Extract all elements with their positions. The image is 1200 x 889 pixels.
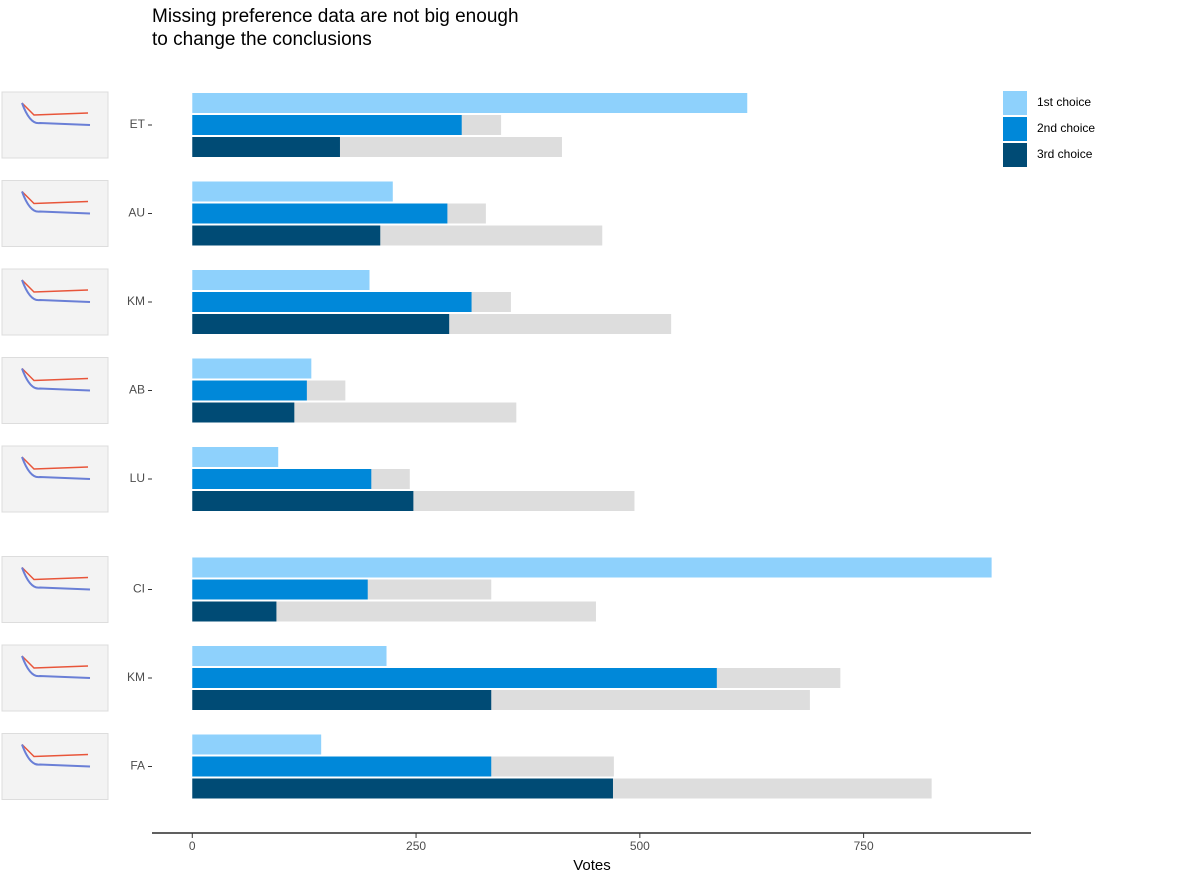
thumbnail-line bbox=[21, 191, 91, 215]
legend-swatch bbox=[1003, 143, 1027, 167]
thumbnail-line bbox=[21, 456, 89, 470]
thumbnail-line bbox=[21, 102, 91, 126]
bar bbox=[192, 358, 312, 379]
bar bbox=[192, 601, 277, 622]
y-tick-label: ET bbox=[130, 117, 146, 131]
bar bbox=[192, 557, 992, 578]
thumbnail-line bbox=[21, 655, 91, 679]
thumbnail-line bbox=[21, 566, 89, 581]
bar bbox=[192, 447, 279, 467]
thumbnail-frame bbox=[1, 733, 109, 800]
bar bbox=[192, 469, 372, 489]
bar bbox=[192, 579, 368, 600]
y-tick-label: FA bbox=[130, 759, 145, 773]
thumbnail-frame bbox=[1, 445, 109, 513]
thumbnail-line bbox=[21, 190, 89, 205]
thumbnail-line bbox=[21, 456, 91, 480]
thumbnail bbox=[1, 733, 109, 800]
bar bbox=[192, 646, 387, 666]
thumbnail-line bbox=[21, 279, 91, 303]
legend-label: 1st choice bbox=[1037, 95, 1091, 109]
bar bbox=[192, 137, 340, 157]
bar bbox=[192, 668, 717, 688]
thumbnail bbox=[1, 180, 109, 247]
thumbnail-frame bbox=[1, 556, 109, 623]
x-tick-label: 250 bbox=[406, 839, 426, 853]
thumbnail bbox=[1, 556, 109, 623]
missing-bar bbox=[192, 601, 596, 622]
bar bbox=[192, 491, 414, 511]
bar bbox=[192, 203, 448, 224]
x-tick-label: 0 bbox=[189, 839, 196, 853]
bar bbox=[192, 756, 492, 777]
thumbnail-line bbox=[21, 567, 91, 591]
bar bbox=[192, 778, 613, 799]
thumbnail bbox=[1, 91, 109, 159]
bar bbox=[192, 380, 307, 401]
y-tick-label: CI bbox=[133, 582, 145, 596]
thumbnail-frame bbox=[1, 644, 109, 712]
legend-swatch bbox=[1003, 117, 1027, 141]
chart-title: Missing preference data are not big enou… bbox=[152, 6, 519, 27]
bar bbox=[192, 314, 450, 334]
thumbnail bbox=[1, 644, 109, 712]
legend-label: 2nd choice bbox=[1037, 121, 1095, 135]
thumbnail-line bbox=[21, 744, 91, 768]
thumbnail-frame bbox=[1, 180, 109, 247]
bar bbox=[192, 402, 295, 423]
legend-swatch bbox=[1003, 91, 1027, 115]
bar bbox=[192, 115, 462, 135]
thumbnail-frame bbox=[1, 357, 109, 424]
thumbnail-line bbox=[21, 367, 89, 382]
thumbnail bbox=[1, 268, 109, 336]
bar bbox=[192, 270, 370, 290]
thumbnail bbox=[1, 445, 109, 513]
chart-title: to change the conclusions bbox=[152, 29, 372, 50]
thumbnail-line bbox=[21, 102, 89, 116]
thumbnail-line bbox=[21, 655, 89, 669]
x-tick-label: 500 bbox=[630, 839, 650, 853]
y-tick-label: LU bbox=[130, 471, 145, 485]
bar bbox=[192, 734, 322, 755]
thumbnail-frame bbox=[1, 268, 109, 336]
y-tick-label: KM bbox=[127, 294, 145, 308]
y-tick-label: AB bbox=[129, 383, 145, 397]
thumbnail-frame bbox=[1, 91, 109, 159]
bar bbox=[192, 181, 393, 202]
legend-label: 3rd choice bbox=[1037, 147, 1093, 161]
bar bbox=[192, 93, 748, 113]
thumbnail-line bbox=[21, 368, 91, 392]
bar bbox=[192, 225, 381, 246]
thumbnail-line bbox=[21, 279, 89, 293]
y-tick-label: AU bbox=[128, 206, 145, 220]
y-tick-label: KM bbox=[127, 670, 145, 684]
thumbnail-line bbox=[21, 743, 89, 758]
bar bbox=[192, 292, 472, 312]
bar bbox=[192, 690, 492, 710]
x-axis-label: Votes bbox=[573, 857, 611, 874]
x-tick-label: 750 bbox=[854, 839, 874, 853]
thumbnail bbox=[1, 357, 109, 424]
